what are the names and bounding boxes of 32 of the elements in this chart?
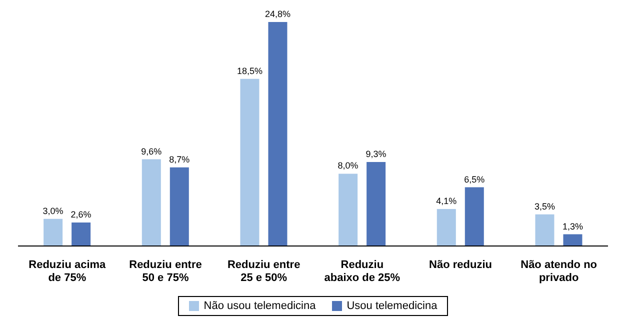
data-label: 3,0% xyxy=(42,206,64,216)
data-label: 8,0% xyxy=(338,160,358,171)
data-label: 6,5% xyxy=(464,174,485,184)
bar xyxy=(366,162,386,246)
data-label: 4,1% xyxy=(436,196,457,206)
bar xyxy=(170,167,189,246)
data-label: 9,6% xyxy=(141,146,162,156)
data-label: 9,3% xyxy=(366,149,386,159)
bar xyxy=(268,22,288,246)
x-tick-label: Reduziu acima de 75% xyxy=(28,259,107,284)
data-label: 2,6% xyxy=(70,210,92,220)
bar xyxy=(142,159,161,246)
x-tick-label: Reduziu entre 25 e 50% xyxy=(227,259,300,284)
data-label: 8,7% xyxy=(169,154,190,164)
bar xyxy=(436,208,456,246)
data-label: 3,5% xyxy=(534,201,555,212)
bar xyxy=(535,214,554,246)
x-tick-label: Não reduziu xyxy=(429,259,492,271)
x-tick-label: Reduziu abaixo de 25% xyxy=(324,259,400,284)
bar xyxy=(464,187,484,246)
bar xyxy=(72,222,91,246)
data-label: 24,8% xyxy=(264,9,290,19)
data-label: 1,3% xyxy=(562,221,583,232)
data-label: 18,5% xyxy=(236,66,262,76)
bar xyxy=(240,78,260,246)
legend-label: Usou telemedicina xyxy=(346,300,438,312)
bar xyxy=(563,234,582,246)
legend-label: Não usou telemedicina xyxy=(204,300,316,312)
bar xyxy=(338,174,358,246)
x-tick-label: Reduziu entre 50 e 75% xyxy=(129,259,202,284)
x-tick-label: Não atendo no privado xyxy=(520,259,598,284)
bar xyxy=(44,218,63,246)
